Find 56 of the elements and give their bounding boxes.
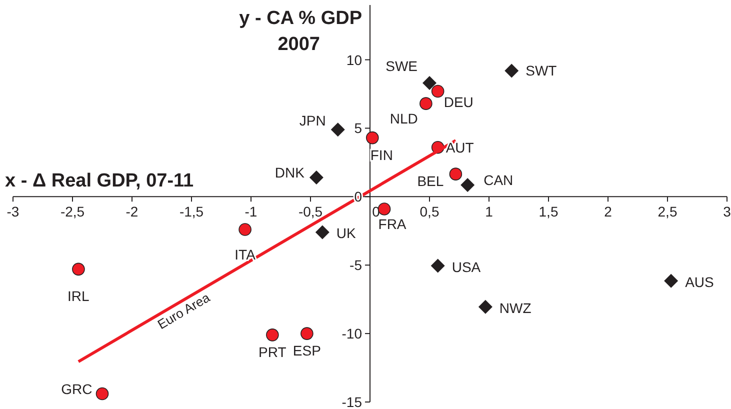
annotation: USA: [452, 258, 482, 275]
text: Euro Area: [154, 290, 214, 332]
point: [420, 97, 432, 110]
annotation: JPN: [299, 112, 326, 129]
y-tick-label: -15: [342, 394, 362, 409]
annotation: FIN: [370, 146, 393, 163]
x-tick-label: -1,5: [179, 204, 204, 220]
annotation: DNK: [274, 164, 306, 180]
annotation: AUS: [685, 274, 714, 290]
point: [315, 225, 330, 240]
point: [366, 131, 379, 144]
point: [478, 300, 492, 314]
point: [422, 76, 436, 90]
y-tick-label: -5: [350, 257, 362, 274]
annotation: NLD: [390, 110, 418, 127]
point: [309, 170, 324, 184]
annotation: PRT: [258, 344, 287, 360]
x-tick-label: -0,5: [298, 204, 323, 220]
annotation: DEU: [444, 94, 474, 110]
annotation: SWT: [526, 62, 558, 79]
point: [330, 122, 345, 137]
point: [96, 387, 109, 400]
x-tick-label: 2: [604, 204, 612, 220]
annotation: FRA: [378, 216, 407, 232]
x-tick-label: 2,5: [658, 204, 678, 220]
annotation: AUT: [446, 139, 474, 156]
x-tick-label: -2,5: [60, 204, 85, 220]
x-tick-label: 0,5: [420, 204, 440, 220]
point: [72, 262, 85, 276]
annotation: UK: [336, 225, 357, 242]
point: [266, 328, 279, 342]
x-tick-label: -2: [126, 204, 138, 220]
point: [238, 223, 252, 236]
point: [664, 274, 678, 288]
x-tick-label: -3: [6, 204, 20, 220]
annotation: ITA: [234, 246, 256, 263]
annotation: GRC: [61, 380, 92, 397]
point: [504, 64, 519, 78]
x-tick-label: 3: [723, 204, 731, 220]
y-tick-label: -10: [342, 326, 362, 342]
point: [430, 258, 445, 273]
point: [460, 178, 475, 192]
x-tick-label: 1: [485, 204, 494, 220]
point: [449, 168, 462, 180]
point: [300, 327, 314, 340]
x-tick-label: -1: [244, 204, 258, 220]
annotation: ESP: [292, 342, 321, 359]
annotation: SWE: [386, 58, 418, 74]
y-tick-label: 5: [354, 120, 362, 136]
x-tick-label: 1,5: [538, 204, 558, 220]
point: [431, 84, 444, 98]
annotation: NWZ: [499, 300, 532, 316]
annotation: BEL: [417, 173, 444, 190]
x-axis-title: x - Δ Real GDP, 07-11: [5, 170, 194, 192]
annotation: CAN: [484, 172, 514, 188]
annotation: IRL: [68, 288, 90, 304]
